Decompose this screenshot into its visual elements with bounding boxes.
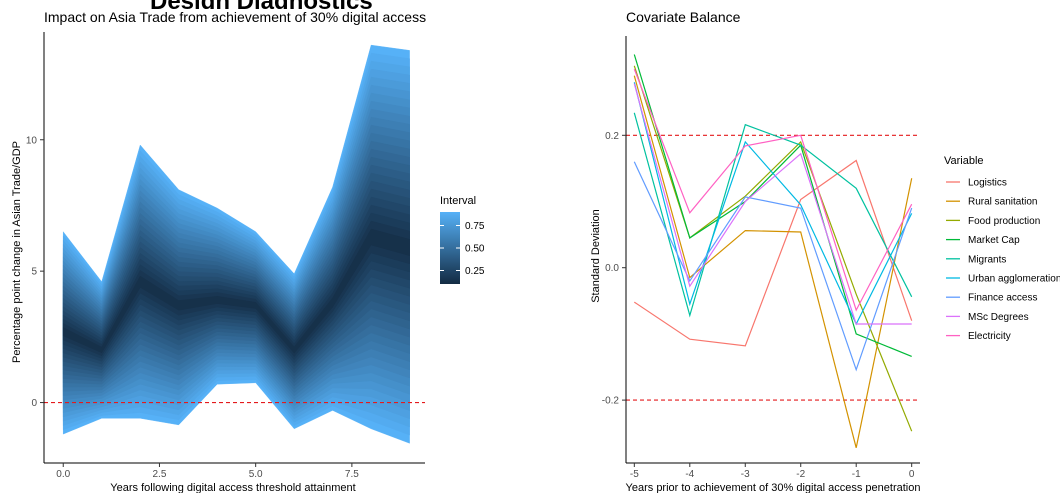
covariate-chart-axes (625, 36, 920, 464)
impact-y-ticks: 0 5 10 (26, 135, 44, 409)
y-tick-label: -0.2 (602, 396, 620, 407)
variable-legend: Variable Logistics Rural sanitation Food p… (944, 155, 1060, 342)
interval-legend-title: Interval (440, 195, 476, 207)
x-tick-label: -1 (852, 469, 861, 480)
series-line-market-cap (633, 54, 912, 357)
legend-tick-label: 0.75 (465, 221, 485, 232)
x-tick-label: -4 (685, 469, 694, 480)
series-line-finance-access (633, 161, 913, 372)
covariate-x-ticks: -5 -4 -3 -2 -1 0 (630, 463, 915, 480)
interval-bands (63, 44, 410, 444)
legend-tick-label: 0.50 (465, 244, 485, 255)
x-tick-label: -5 (630, 469, 639, 480)
covariate-chart-title: Covariate Balance (626, 9, 741, 25)
impact-chart-axes (43, 32, 425, 464)
y-tick-label: 5 (31, 267, 37, 278)
y-tick-label: 0 (31, 398, 37, 409)
legend-label: MSc Degrees (968, 312, 1029, 323)
series-line-urban-agglomeration (633, 82, 913, 326)
page-title: Design Diagnostics (150, 0, 400, 9)
series-line-logistics (633, 159, 913, 347)
x-tick-label: -2 (796, 469, 805, 480)
interval-colorbar (440, 212, 460, 284)
legend-label: Rural sanitation (968, 197, 1037, 208)
impact-y-axis-label: Percentage point change in Asian Trade/G… (11, 141, 23, 363)
covariate-series-lines (633, 54, 913, 448)
legend-label: Food production (968, 216, 1040, 227)
legend-label: Market Cap (968, 235, 1020, 246)
variable-legend-title: Variable (944, 155, 984, 167)
y-tick-label: 0.0 (605, 263, 619, 274)
impact-chart-title: Impact on Asia Trade from achievement of… (44, 9, 426, 25)
covariate-x-axis-label: Years prior to achievement of 30% digita… (626, 482, 921, 493)
legend-label: Migrants (968, 254, 1006, 265)
legend-label: Urban agglomeration (968, 274, 1060, 285)
interval-band (63, 220, 410, 357)
x-tick-label: 0.0 (56, 469, 70, 480)
x-tick-label: 5.0 (249, 469, 263, 480)
y-tick-label: 0.2 (605, 131, 619, 142)
x-tick-label: 0 (909, 469, 915, 480)
y-tick-label: 10 (26, 135, 38, 146)
x-tick-label: -3 (741, 469, 750, 480)
impact-x-axis-label: Years following digital access threshold… (110, 482, 355, 493)
series-line-msc-degrees (633, 83, 912, 325)
series-line-electricity (633, 68, 913, 312)
impact-chart: Impact on Asia Trade from achievement of… (11, 9, 485, 493)
covariate-balance-chart: Covariate Balance -5 -4 -3 -2 -1 0 -0.2 0.0 0.2… (590, 9, 1060, 493)
interval-legend: Interval 0.75 0.50 0.25 (440, 195, 485, 284)
legend-label: Electricity (968, 331, 1011, 342)
legend-tick-label: 0.25 (465, 266, 485, 277)
series-line-rural-sanitation (633, 75, 913, 448)
legend-label: Logistics (968, 178, 1007, 189)
covariate-y-ticks: -0.2 0.0 0.2 (602, 131, 626, 407)
legend-label: Finance access (968, 293, 1037, 304)
x-tick-label: 7.5 (345, 469, 359, 480)
impact-x-ticks: 0.0 2.5 5.0 7.5 (56, 463, 359, 480)
series-line-migrants (633, 112, 913, 318)
covariate-y-axis-label: Standard Deviation (590, 209, 602, 303)
x-tick-label: 2.5 (153, 469, 167, 480)
interval-band (63, 228, 410, 354)
